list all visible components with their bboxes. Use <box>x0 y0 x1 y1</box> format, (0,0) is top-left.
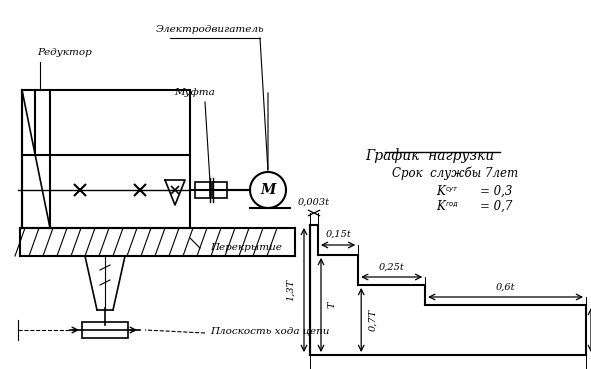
Text: Срок  службы 7лет: Срок службы 7лет <box>392 167 518 180</box>
Text: Электродвигатель: Электродвигатель <box>155 25 264 34</box>
Bar <box>22 155 190 228</box>
Text: Редуктор: Редуктор <box>38 48 92 57</box>
Text: $_{\mathit{год}}$: $_{\mathit{год}}$ <box>445 200 459 209</box>
Text: Плоскость хода цепи: Плоскость хода цепи <box>210 326 329 335</box>
Bar <box>82 322 128 338</box>
Text: = 0,3: = 0,3 <box>480 185 512 198</box>
Text: Муфта: Муфта <box>174 88 215 97</box>
Text: 0,6t: 0,6t <box>496 283 515 292</box>
Text: 0,15t: 0,15t <box>325 230 351 239</box>
Text: 0,003t: 0,003t <box>298 198 330 207</box>
Text: M: M <box>260 183 275 197</box>
Text: K: K <box>436 185 445 198</box>
Text: T: T <box>328 302 337 308</box>
Text: 1,3T: 1,3T <box>286 279 295 301</box>
Text: $_{\mathit{сут}}$: $_{\mathit{сут}}$ <box>445 185 459 194</box>
Text: = 0,7: = 0,7 <box>480 200 512 213</box>
Bar <box>195 182 210 198</box>
Text: 0,25t: 0,25t <box>379 263 405 272</box>
Text: K: K <box>436 200 445 213</box>
Text: Перекрытие: Перекрытие <box>210 243 282 252</box>
Text: График  нагрузки: График нагрузки <box>365 148 495 163</box>
Bar <box>212 182 227 198</box>
Text: 0,7T: 0,7T <box>368 309 377 331</box>
